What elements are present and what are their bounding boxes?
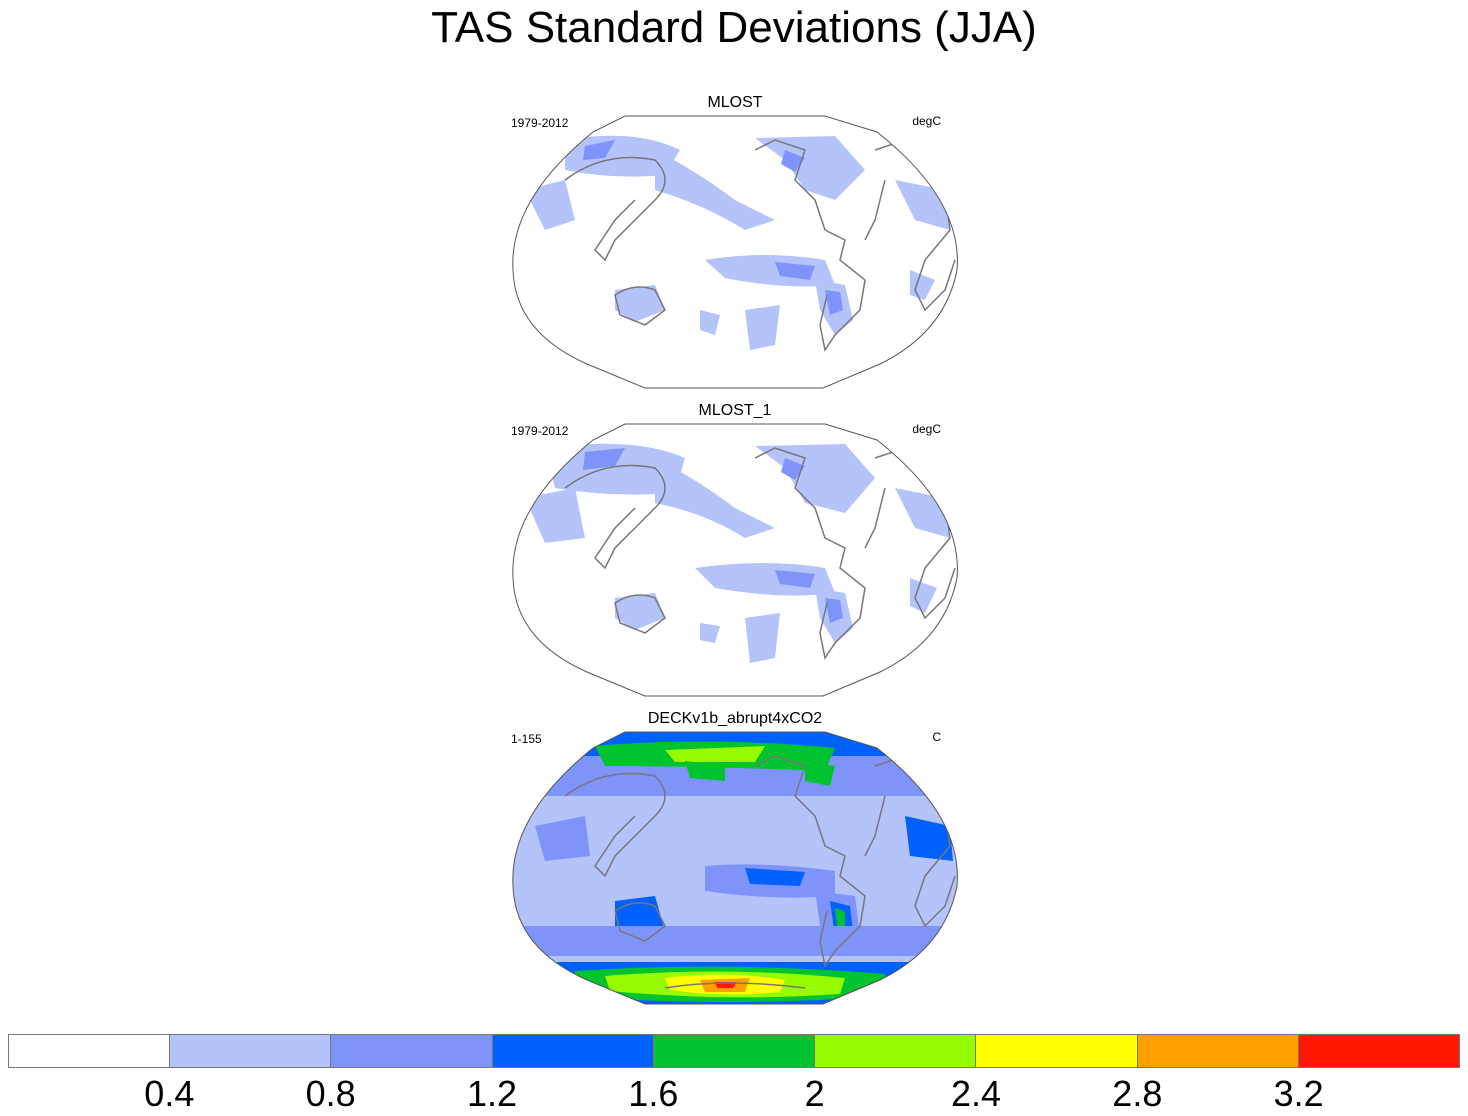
colorbar (8, 1034, 1460, 1068)
colorbar-tick-label: 0.4 (144, 1073, 195, 1114)
colorbar-bin (653, 1035, 816, 1067)
colorbar-bin (331, 1035, 493, 1067)
colorbar-tick-labels: 0.4 0.8 1.2 1.6 2 2.4 2.8 3.2 (8, 1072, 1460, 1116)
panel-period: 1979-2012 (511, 424, 569, 438)
colorbar-bin (170, 1035, 332, 1067)
panel-units: degC (912, 114, 941, 128)
colorbar-bin (492, 1035, 654, 1067)
colorbar-tick-label: 2.4 (950, 1073, 1002, 1114)
colorbar-bin (976, 1035, 1138, 1067)
colorbar-bin (815, 1035, 977, 1067)
panel-title: DECKv1b_abrupt4xCO2 (647, 710, 823, 727)
map-panel-mlost-1: MLOST_1 1979-2012 degC (505, 402, 965, 702)
colorbar-bin (9, 1035, 171, 1067)
world-map (512, 423, 958, 697)
colorbar-tick-label: 1.2 (466, 1073, 518, 1114)
panel-period: 1-155 (511, 732, 542, 746)
colorbar-tick-label: 3.2 (1273, 1073, 1324, 1114)
panel-units: degC (912, 422, 941, 436)
panel-period: 1979-2012 (511, 116, 569, 130)
map-panel-deckv1b: DECKv1b_abrupt4xCO2 1-155 C (505, 710, 965, 1010)
colorbar-tick-label: 1.6 (628, 1073, 679, 1114)
colorbar-tick-label: 2.8 (1112, 1073, 1163, 1114)
panel-units: C (932, 730, 941, 744)
map-panel-mlost: MLOST 1979-2012 degC (505, 94, 965, 394)
world-map (512, 115, 958, 389)
figure-title: TAS Standard Deviations (JJA) (431, 3, 1037, 52)
panel-title: MLOST_1 (698, 402, 772, 419)
colorbar-bin (1298, 1035, 1459, 1067)
world-map (512, 731, 958, 1005)
colorbar-bin (1137, 1035, 1299, 1067)
panel-title: MLOST (707, 94, 763, 111)
colorbar-tick-label: 0.8 (305, 1073, 356, 1114)
colorbar-tick-label: 2 (804, 1073, 825, 1114)
